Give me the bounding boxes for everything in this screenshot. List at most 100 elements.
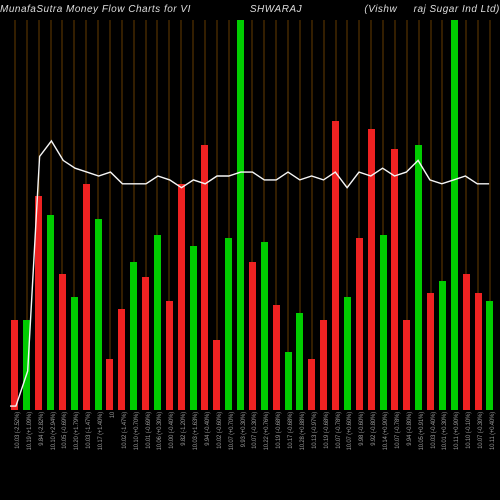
x-axis-label: 10.13 (-0.97%) — [312, 412, 318, 449]
x-axis-label: 10.17 (+1.40%) — [98, 412, 104, 450]
x-axis-label: 10.03 (-2.52%) — [15, 412, 21, 449]
bar — [356, 238, 363, 410]
bar-slot — [224, 20, 234, 410]
bar-slot — [58, 20, 68, 410]
x-label-slot: 10.10 (+2.94%) — [46, 412, 56, 497]
x-axis-label: 10.28 (+0.88%) — [300, 412, 306, 450]
bar — [11, 320, 18, 410]
x-axis-label: 10.07 (-0.30%) — [252, 412, 258, 449]
bar — [463, 274, 470, 411]
x-label-slot: 10 — [105, 412, 115, 497]
bar-slot — [461, 20, 471, 410]
x-label-slot: 9.82 (-1.20%) — [176, 412, 186, 497]
x-axis-label: 9.94 (-0.40%) — [205, 412, 211, 446]
bar — [59, 274, 66, 411]
title-seg-1: MunafaSutra Money Flow Charts for VI — [0, 4, 191, 15]
bar — [237, 20, 244, 410]
x-axis-label: 10.10 (+0.70%) — [134, 412, 140, 450]
bar — [35, 196, 42, 411]
x-label-slot: 10.05 (+0.91%) — [414, 412, 424, 497]
bar-slot — [141, 20, 151, 410]
bar — [380, 235, 387, 411]
x-axis-label: 10.11 (+0.40%) — [490, 412, 496, 450]
bar — [95, 219, 102, 410]
x-axis-label: 10.07 (+0.60%) — [347, 412, 353, 450]
x-axis-label: 9.92 (-0.80%) — [371, 412, 377, 446]
x-label-slot: 10.06 (+0.30%) — [153, 412, 163, 497]
x-label-slot: 10.03 (-2.52%) — [10, 412, 20, 497]
x-axis-label: 10.03 (-0.40%) — [431, 412, 437, 449]
bar — [213, 340, 220, 410]
bar — [486, 301, 493, 410]
x-label-slot: 10.07 (-0.78%) — [331, 412, 341, 497]
bar-slot — [390, 20, 400, 410]
x-label-slot: 9.93 (+0.30%) — [236, 412, 246, 497]
x-label-slot: 10.19 (+1.09%) — [22, 412, 32, 497]
x-axis-label: 10.03 (-1.47%) — [86, 412, 92, 449]
x-label-slot: 10.01 (+0.30%) — [438, 412, 448, 497]
x-axis-label: 10 — [110, 412, 116, 418]
bar-slot — [485, 20, 495, 410]
x-label-slot: 10.11 (+0.90%) — [449, 412, 459, 497]
x-axis-label: 10.06 (+0.30%) — [157, 412, 163, 450]
x-axis-label: 10.10 (+2.94%) — [51, 412, 57, 450]
chart-title: MunafaSutra Money Flow Charts for VI SHW… — [0, 4, 500, 15]
bar-slot — [93, 20, 103, 410]
x-axis-label: 9.93 (+0.30%) — [241, 412, 247, 447]
bar-slot — [402, 20, 412, 410]
x-axis-label: 10.07 (-0.30%) — [478, 412, 484, 449]
x-label-slot: 10.07 (-0.30%) — [473, 412, 483, 497]
x-label-slot: 10.10 (+0.70%) — [129, 412, 139, 497]
bar — [320, 320, 327, 410]
x-label-slot: 10.07 (-0.30%) — [248, 412, 258, 497]
x-label-slot: 10.17 (+1.40%) — [93, 412, 103, 497]
bar — [439, 281, 446, 410]
bar-slot — [271, 20, 281, 410]
bar — [249, 262, 256, 410]
bar-slot — [283, 20, 293, 410]
bar-slot — [307, 20, 317, 410]
bar-slot — [259, 20, 269, 410]
bar-slot — [200, 20, 210, 410]
bar-slot — [164, 20, 174, 410]
bar — [403, 320, 410, 410]
x-label-slot: 9.98 (-0.60%) — [354, 412, 364, 497]
x-axis-label: 10.20 (+1.79%) — [74, 412, 80, 450]
title-seg-4: raj Sugar Ind Ltd) Mun — [414, 4, 500, 15]
bar-slot — [105, 20, 115, 410]
x-axis-label: 10.07 (+0.70%) — [229, 412, 235, 450]
bar-slot — [129, 20, 139, 410]
bar-slot — [438, 20, 448, 410]
x-label-slot: 10.17 (-0.68%) — [283, 412, 293, 497]
x-label-slot: 10.28 (+0.88%) — [295, 412, 305, 497]
bar — [118, 309, 125, 410]
bar — [178, 184, 185, 410]
bar-slot — [22, 20, 32, 410]
x-label-slot: 10.03 (-1.47%) — [81, 412, 91, 497]
bar — [142, 277, 149, 410]
bar-slot — [117, 20, 127, 410]
bar-slot — [188, 20, 198, 410]
bar-slot — [176, 20, 186, 410]
bar-slot — [81, 20, 91, 410]
bar — [285, 352, 292, 411]
bar-slot — [426, 20, 436, 410]
x-label-slot: 10.05 (-0.69%) — [58, 412, 68, 497]
grid-line — [311, 20, 312, 410]
x-label-slot: 9.92 (-0.80%) — [366, 412, 376, 497]
x-label-slot: 10.10 (-0.10%) — [461, 412, 471, 497]
bar — [391, 149, 398, 410]
x-axis-label: 10.10 (-0.10%) — [466, 412, 472, 449]
bar — [415, 145, 422, 410]
bar-slot — [69, 20, 79, 410]
x-axis-label: 10.02 (-0.60%) — [217, 412, 223, 449]
x-label-slot: 10.07 (+0.60%) — [343, 412, 353, 497]
bar-slot — [366, 20, 376, 410]
x-label-slot: 10.20 (+1.79%) — [69, 412, 79, 497]
bar-slot — [212, 20, 222, 410]
x-label-slot: 10.00 (-0.40%) — [164, 412, 174, 497]
bar — [261, 242, 268, 410]
bar — [23, 320, 30, 410]
bar-slot — [319, 20, 329, 410]
x-label-slot: 10.07 (+0.70%) — [224, 412, 234, 497]
